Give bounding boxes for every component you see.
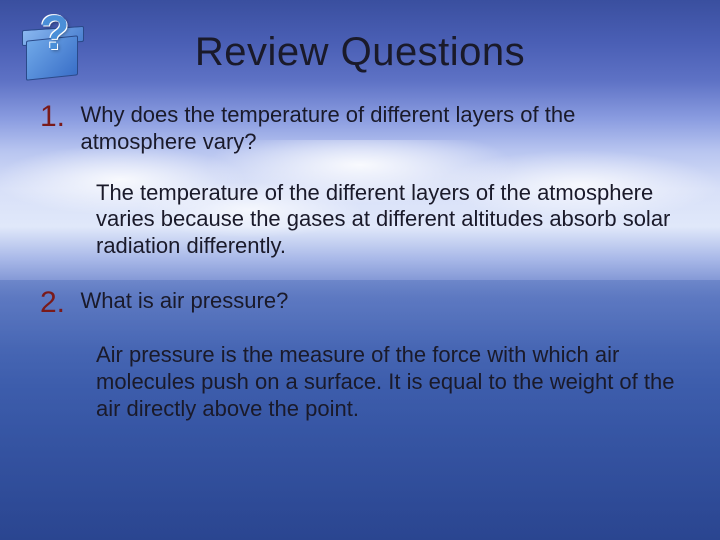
question-prompt: Why does the temperature of different la… <box>80 102 670 156</box>
question-block-2: 2. What is air pressure? Air pressure is… <box>40 288 690 422</box>
question-number: 2. <box>40 288 76 318</box>
question-answer: Air pressure is the measure of the force… <box>96 342 686 422</box>
slide: ? Review Questions 1. Why does the tempe… <box>0 0 720 540</box>
slide-title: Review Questions <box>0 30 720 75</box>
question-prompt: What is air pressure? <box>80 288 670 315</box>
content-area: 1. Why does the temperature of different… <box>40 102 690 443</box>
question-answer: The temperature of the different layers … <box>96 180 686 260</box>
question-number: 1. <box>40 102 76 132</box>
question-block-1: 1. Why does the temperature of different… <box>40 102 690 260</box>
